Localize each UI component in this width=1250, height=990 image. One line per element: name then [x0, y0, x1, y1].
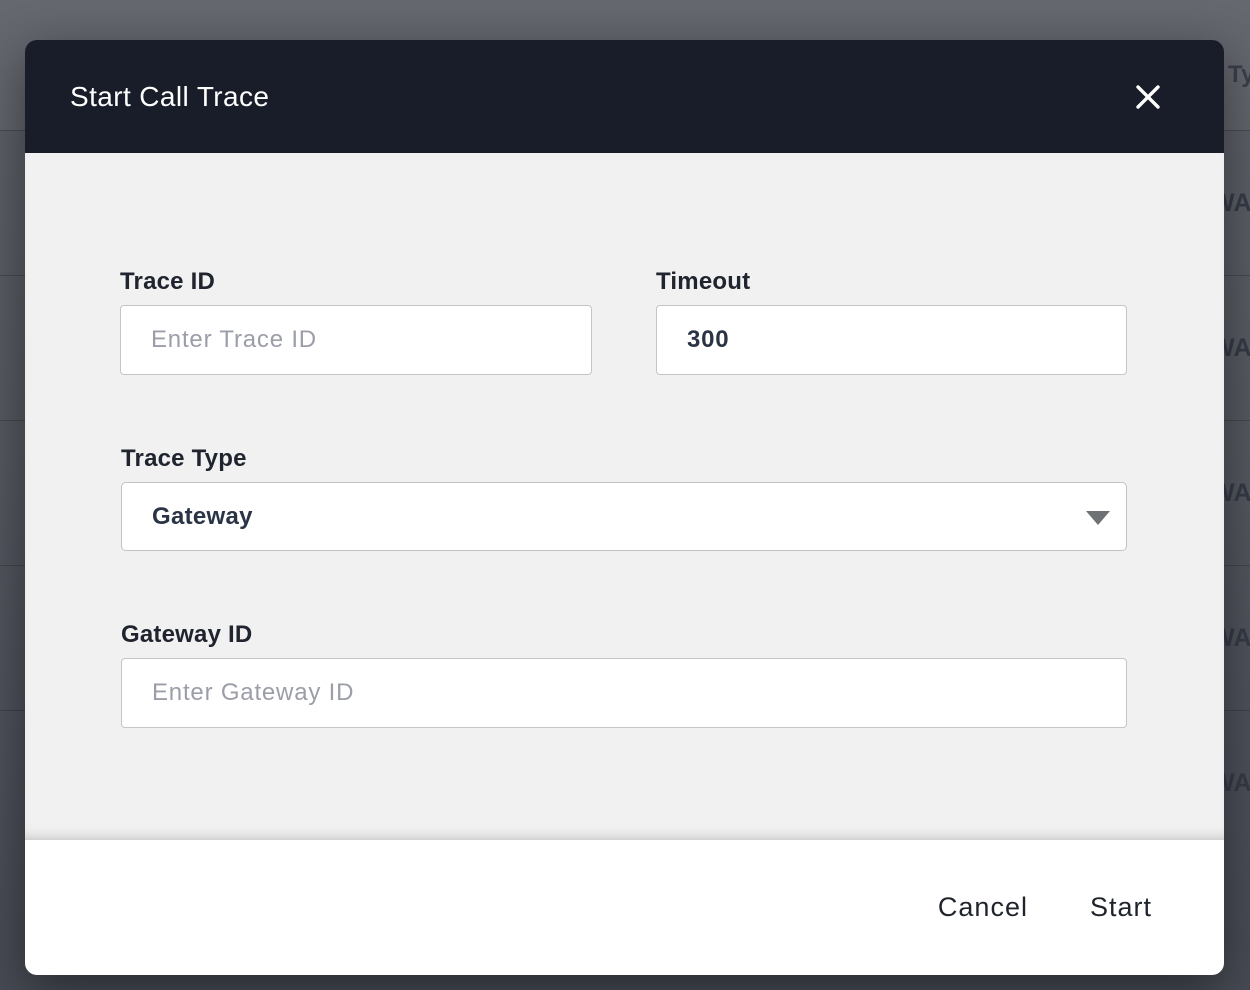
close-button[interactable]	[1128, 77, 1168, 117]
trace-type-select[interactable]: Gateway	[121, 482, 1127, 551]
modal-footer: Cancel Start	[25, 840, 1224, 975]
trace-id-input[interactable]	[120, 305, 592, 375]
modal-title: Start Call Trace	[70, 80, 270, 112]
timeout-input[interactable]	[656, 305, 1127, 375]
timeout-field: Timeout	[656, 267, 1127, 375]
trace-id-label: Trace ID	[120, 268, 215, 295]
timeout-label: Timeout	[656, 268, 751, 295]
chevron-down-icon	[1086, 510, 1110, 525]
trace-type-label: Trace Type	[121, 445, 247, 472]
trace-type-selected-value: Gateway	[152, 502, 253, 530]
modal-body: Trace ID Timeout Trace Type Gateway Gate…	[25, 153, 1224, 840]
start-button[interactable]: Start	[1088, 886, 1154, 929]
modal-header: Start Call Trace	[25, 40, 1224, 153]
gateway-id-label: Gateway ID	[121, 621, 253, 648]
trace-type-field: Trace Type Gateway	[121, 444, 1127, 551]
background-table-column-header: Type	[1228, 61, 1250, 88]
x-icon	[1131, 80, 1165, 114]
start-call-trace-modal: Start Call Trace Trace ID Timeout	[25, 40, 1224, 975]
trace-id-field: Trace ID	[120, 267, 592, 375]
gateway-id-field: Gateway ID	[121, 620, 1127, 728]
gateway-id-input[interactable]	[121, 658, 1127, 728]
cancel-button[interactable]: Cancel	[936, 886, 1030, 929]
